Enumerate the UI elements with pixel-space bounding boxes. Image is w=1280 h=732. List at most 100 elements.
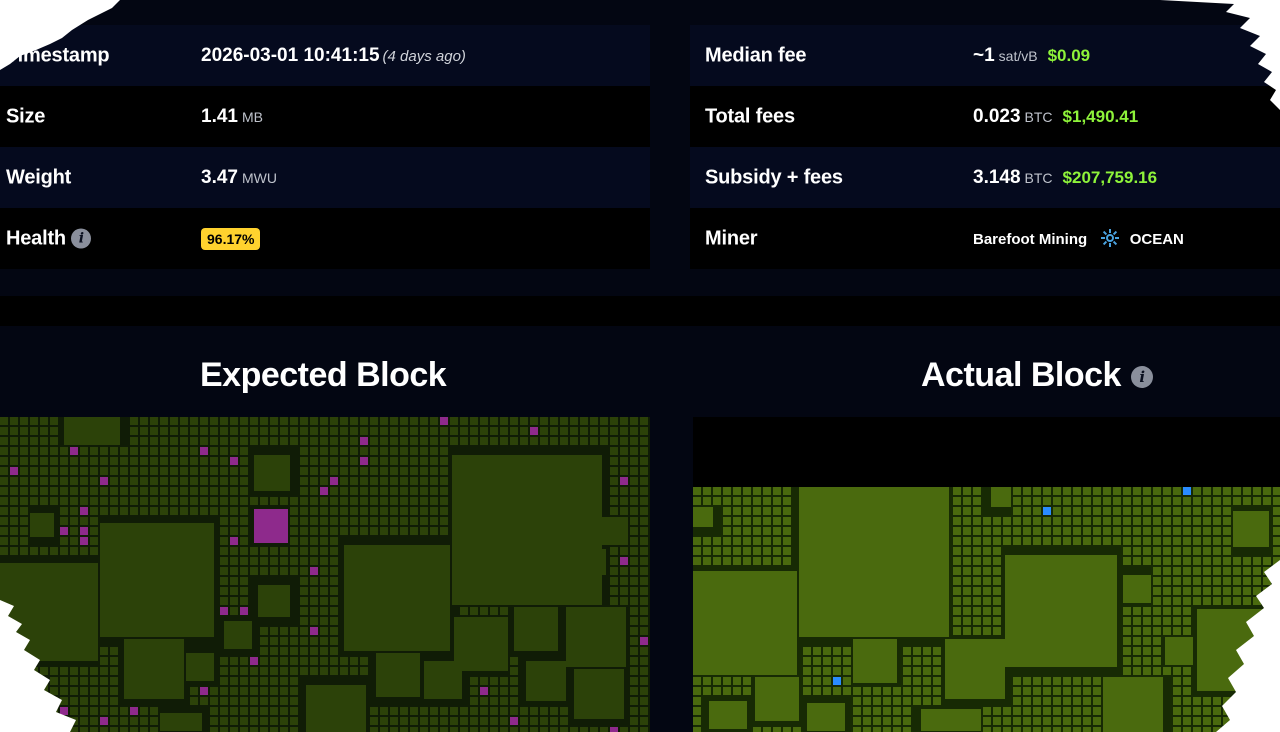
tx-block[interactable]	[140, 717, 148, 725]
tx-block[interactable]	[200, 687, 208, 695]
tx-block[interactable]	[480, 697, 488, 705]
tx-block[interactable]	[1173, 667, 1181, 675]
tx-block[interactable]	[260, 707, 268, 715]
tx-block[interactable]	[1033, 497, 1041, 505]
tx-block[interactable]	[1033, 517, 1041, 525]
tx-block[interactable]	[1173, 607, 1181, 615]
tx-block[interactable]	[963, 527, 971, 535]
tx-block[interactable]	[1193, 487, 1201, 495]
tx-block[interactable]	[30, 447, 38, 455]
tx-block[interactable]	[20, 667, 28, 675]
tx-block[interactable]	[1153, 557, 1161, 565]
tx-block[interactable]	[1133, 527, 1141, 535]
tx-block[interactable]	[0, 467, 8, 475]
tx-block[interactable]	[310, 577, 318, 585]
tx-block[interactable]	[400, 417, 408, 425]
tx-block[interactable]	[300, 587, 308, 595]
tx-block[interactable]	[60, 517, 68, 525]
tx-block[interactable]	[60, 677, 68, 685]
tx-block[interactable]	[120, 467, 128, 475]
tx-block[interactable]	[480, 437, 488, 445]
tx-block[interactable]	[733, 677, 741, 685]
tx-block[interactable]	[330, 487, 338, 495]
tx-block[interactable]	[520, 707, 528, 715]
tx-block[interactable]	[640, 507, 648, 515]
tx-block[interactable]	[220, 597, 228, 605]
tx-block[interactable]	[1153, 547, 1161, 555]
tx-block[interactable]	[1043, 537, 1051, 545]
tx-block[interactable]	[100, 497, 108, 505]
tx-block[interactable]	[1253, 587, 1261, 595]
tx-block[interactable]	[360, 517, 368, 525]
tx-block[interactable]	[1223, 697, 1231, 705]
tx-block[interactable]	[1183, 687, 1191, 695]
tx-block[interactable]	[110, 707, 118, 715]
tx-block[interactable]	[903, 657, 911, 665]
tx-block[interactable]	[40, 417, 48, 425]
tx-block[interactable]	[360, 427, 368, 435]
tx-block[interactable]	[1203, 577, 1211, 585]
tx-block[interactable]	[80, 457, 88, 465]
tx-block[interactable]	[723, 527, 731, 535]
tx-block[interactable]	[80, 497, 88, 505]
tx-block[interactable]	[240, 727, 248, 732]
tx-block[interactable]	[1223, 517, 1231, 525]
tx-block[interactable]	[470, 687, 478, 695]
tx-block[interactable]	[30, 487, 38, 495]
tx-block[interactable]	[350, 487, 358, 495]
tx-block[interactable]	[933, 677, 941, 685]
tx-block[interactable]	[1163, 577, 1171, 585]
tx-block[interactable]	[1203, 727, 1211, 732]
tx-block-large[interactable]	[807, 703, 845, 731]
tx-block[interactable]	[1193, 587, 1201, 595]
tx-block[interactable]	[270, 497, 278, 505]
tx-block[interactable]	[1053, 517, 1061, 525]
tx-block[interactable]	[210, 687, 218, 695]
tx-block[interactable]	[1063, 537, 1071, 545]
tx-block[interactable]	[380, 447, 388, 455]
tx-block[interactable]	[1083, 487, 1091, 495]
tx-block[interactable]	[350, 667, 358, 675]
tx-block[interactable]	[560, 427, 568, 435]
tx-block[interactable]	[230, 657, 238, 665]
tx-block[interactable]	[703, 687, 711, 695]
tx-block[interactable]	[933, 697, 941, 705]
tx-block[interactable]	[140, 507, 148, 515]
tx-block[interactable]	[923, 677, 931, 685]
tx-block[interactable]	[400, 707, 408, 715]
tx-block[interactable]	[230, 497, 238, 505]
tx-block[interactable]	[290, 667, 298, 675]
tx-block[interactable]	[510, 727, 518, 732]
tx-block[interactable]	[370, 487, 378, 495]
tx-block[interactable]	[490, 677, 498, 685]
tx-block[interactable]	[1273, 537, 1280, 545]
tx-block[interactable]	[1203, 517, 1211, 525]
tx-block[interactable]	[450, 417, 458, 425]
tx-block[interactable]	[300, 467, 308, 475]
tx-block[interactable]	[200, 437, 208, 445]
tx-block[interactable]	[1033, 697, 1041, 705]
tx-block[interactable]	[733, 517, 741, 525]
tx-block[interactable]	[1263, 587, 1271, 595]
tx-block[interactable]	[1143, 607, 1151, 615]
tx-block[interactable]	[1213, 537, 1221, 545]
tx-block[interactable]	[993, 527, 1001, 535]
tx-block[interactable]	[640, 607, 648, 615]
tx-block[interactable]	[1273, 577, 1280, 585]
tx-block[interactable]	[100, 667, 108, 675]
tx-block[interactable]	[230, 727, 238, 732]
tx-block[interactable]	[160, 507, 168, 515]
tx-block[interactable]	[420, 467, 428, 475]
tx-block[interactable]	[150, 707, 158, 715]
tx-block[interactable]	[10, 547, 18, 555]
tx-block[interactable]	[140, 487, 148, 495]
tx-block[interactable]	[1133, 637, 1141, 645]
tx-block[interactable]	[280, 637, 288, 645]
tx-block[interactable]	[973, 587, 981, 595]
tx-block[interactable]	[933, 657, 941, 665]
tx-block[interactable]	[1103, 517, 1111, 525]
tx-block[interactable]	[1183, 667, 1191, 675]
tx-block[interactable]	[50, 437, 58, 445]
tx-block[interactable]	[280, 427, 288, 435]
tx-block[interactable]	[190, 687, 198, 695]
